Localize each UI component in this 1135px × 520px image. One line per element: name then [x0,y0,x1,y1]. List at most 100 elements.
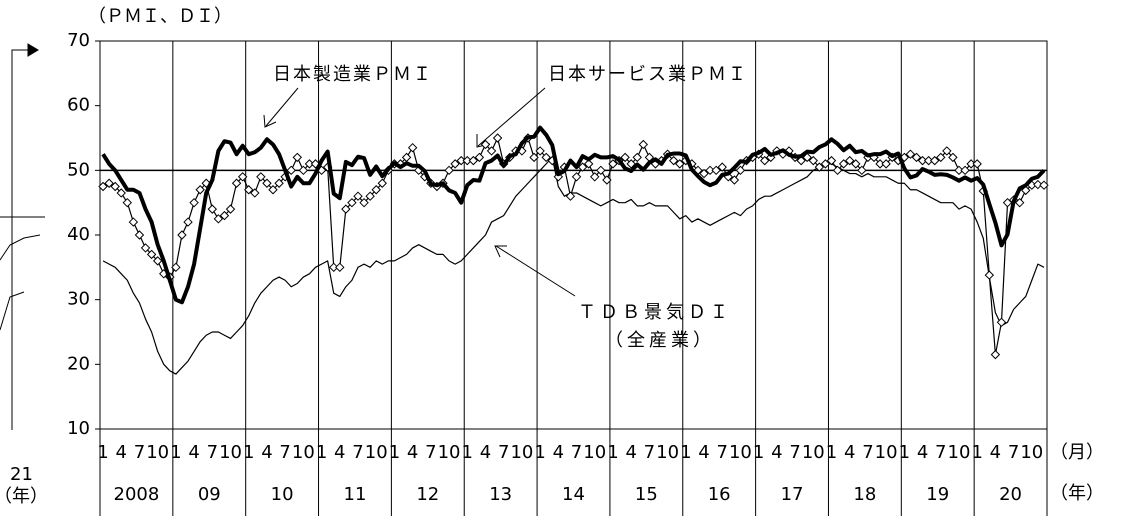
series-marker [960,165,970,176]
series-marker [699,168,709,179]
x-tick-label: 10 [802,442,825,463]
x-tick-label: 10 [365,442,388,463]
series-marker [832,165,843,176]
year-label: 15 [635,484,658,505]
x-tick-label: 7 [789,442,800,463]
year-label: 10 [271,484,294,505]
series-marker [590,172,600,182]
series-marker [729,175,740,185]
series-marker [286,165,296,176]
x-tick-label: 1 [170,442,181,463]
series-marker [486,146,497,156]
series-marker [608,159,618,169]
x-tick-label: 10 [510,442,533,463]
series-marker [262,178,272,188]
x-tick-label: 4 [407,442,418,463]
x-tick-label: 1 [534,442,545,463]
plot-frame [99,40,1048,430]
series-marker [365,191,375,201]
series-marker [954,165,964,176]
series-marker [474,152,485,163]
series-line [102,156,1045,375]
annotation: ＴＤＢ景気ＤＩ [578,302,732,323]
series-marker [407,142,418,153]
x-tick-label: 7 [644,442,655,463]
x-tick-label: 1 [753,442,764,463]
year-label: 12 [416,484,439,505]
x-tick-label: 10 [948,442,971,463]
x-tick-label: 4 [698,442,709,463]
series-marker [596,165,606,176]
left-year-unit: （年） [0,486,48,507]
series-marker [462,155,472,166]
series-marker [128,217,139,227]
series-marker [632,152,642,163]
series-marker [875,159,885,169]
series-marker [256,172,266,182]
x-tick-label: 7 [571,442,582,463]
x-tick-label: 7 [717,442,728,463]
x-tick-label: 10 [583,442,606,463]
partial-line [11,49,28,70]
arrow [265,87,299,127]
x-tick-label: 4 [990,442,1001,463]
series-marker [929,155,940,166]
series-marker [292,152,302,163]
arrowhead [263,114,277,128]
partial-arrowhead [27,43,39,57]
series-marker [377,178,387,188]
series-marker [329,262,339,273]
series-marker [492,133,503,143]
series-marker [219,210,230,221]
series-marker [353,191,363,201]
arrow [477,87,546,147]
series-marker [134,230,145,240]
x-tick-label: 10 [219,442,242,463]
series-marker [796,155,806,166]
x-tick-label: 7 [862,442,873,463]
left-year: 21 [10,464,33,485]
series-marker [808,155,818,166]
series-marker [565,191,576,201]
series-marker [207,204,218,214]
series-marker [250,188,260,198]
x-tick-label: 7 [1008,442,1019,463]
x-tick-label: 4 [334,442,345,463]
series-marker [298,165,309,176]
series-marker [152,256,163,266]
arrowhead [494,245,507,258]
x-tick-label: 10 [656,442,679,463]
year-label: 13 [489,484,512,505]
series-marker [480,139,491,150]
series-line [101,125,1046,305]
series-marker [948,152,958,163]
series-marker [984,270,995,280]
year-label: 18 [853,484,876,505]
partial-line [0,234,41,261]
series-marker [347,197,357,208]
series-marker [225,204,236,214]
series-marker [146,249,157,260]
series-marker [541,152,551,163]
series-marker [122,197,133,208]
series-marker [171,262,181,273]
series-marker [268,185,278,195]
y-tick-label: 60 [67,95,90,116]
x-tick-label: 1 [826,442,837,463]
series-marker [341,204,351,214]
series-marker [620,152,630,163]
series-marker [881,159,891,169]
series-marker [838,159,849,169]
series-marker [705,165,715,176]
month-unit: （月） [1050,442,1104,463]
x-tick-label: 4 [771,442,782,463]
series-marker [845,155,855,166]
series-marker [577,162,588,172]
x-tick-label: 10 [875,442,898,463]
series-marker [990,349,1001,360]
annotation: （全産業） [605,330,715,351]
x-tick-label: 1 [389,442,400,463]
x-tick-label: 1 [971,442,982,463]
x-tick-label: 1 [462,442,473,463]
arrow [495,245,576,297]
